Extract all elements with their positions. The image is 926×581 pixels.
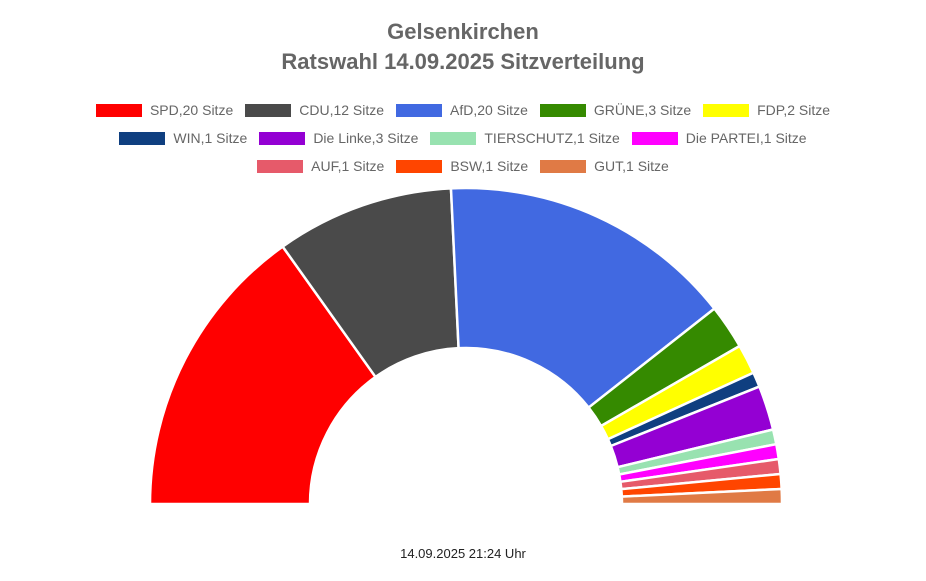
legend-row: SPD,20 Sitze CDU,12 Sitze AfD,20 Sitze GRÜN… [0, 100, 926, 120]
chart-subtitle: Ratswahl 14.09.2025 Sitzverteilung [281, 49, 645, 74]
legend-item[interactable]: AfD,20 Sitze [396, 100, 528, 120]
legend-item[interactable]: CDU,12 Sitze [245, 100, 384, 120]
legend-label: Die PARTEI,1 Sitze [685, 130, 807, 146]
legend-swatch [119, 131, 166, 145]
legend-item[interactable]: GRÜNE,3 Sitze [539, 100, 692, 120]
chart-title: Gelsenkirchen [387, 19, 539, 44]
legend-label: SPD,20 Sitze [149, 102, 234, 118]
legend-swatch [95, 103, 142, 117]
legend-row: WIN,1 Sitze Die Linke,3 Sitze TIERSCHUTZ,1… [0, 128, 926, 148]
seat-segment[interactable] [449, 186, 716, 409]
legend-label: WIN,1 Sitze [173, 130, 248, 146]
legend-swatch [396, 159, 443, 173]
legend-label: CDU,12 Sitze [299, 102, 385, 118]
legend-swatch [245, 103, 292, 117]
legend-item[interactable]: GUT,1 Sitze [540, 156, 669, 176]
legend-item[interactable]: TIERSCHUTZ,1 Sitze [430, 128, 620, 148]
legend-swatch [396, 103, 443, 117]
legend-label: GUT,1 Sitze [594, 158, 669, 174]
legend-item[interactable]: FDP,2 Sitze [703, 100, 830, 120]
legend-item[interactable]: WIN,1 Sitze [119, 128, 247, 148]
legend-swatch [539, 103, 586, 117]
seat-segment[interactable] [148, 245, 377, 506]
legend-swatch [631, 131, 678, 145]
legend-row: AUF,1 Sitze BSW,1 Sitze GUT,1 Sitze [0, 156, 926, 176]
legend-label: TIERSCHUTZ,1 Sitze [484, 130, 620, 146]
legend-swatch [259, 131, 306, 145]
legend-item[interactable]: Die Linke,3 Sitze [259, 128, 418, 148]
legend-label: BSW,1 Sitze [450, 158, 529, 174]
legend-swatch [540, 159, 587, 173]
legend-item[interactable]: BSW,1 Sitze [396, 156, 528, 176]
legend-swatch [430, 131, 477, 145]
legend-label: AfD,20 Sitze [450, 102, 528, 118]
timestamp: 14.09.2025 21:24 Uhr [400, 546, 526, 561]
legend-label: FDP,2 Sitze [757, 102, 831, 118]
legend-label: AUF,1 Sitze [311, 158, 385, 174]
legend-label: GRÜNE,3 Sitze [593, 102, 692, 118]
legend-swatch [703, 103, 750, 117]
legend-item[interactable]: SPD,20 Sitze [95, 100, 234, 120]
legend-swatch [257, 159, 304, 173]
seat-segment[interactable] [620, 487, 784, 506]
legend-item[interactable]: AUF,1 Sitze [257, 156, 384, 176]
legend-item[interactable]: Die PARTEI,1 Sitze [631, 128, 807, 148]
legend-label: Die Linke,3 Sitze [313, 130, 419, 146]
